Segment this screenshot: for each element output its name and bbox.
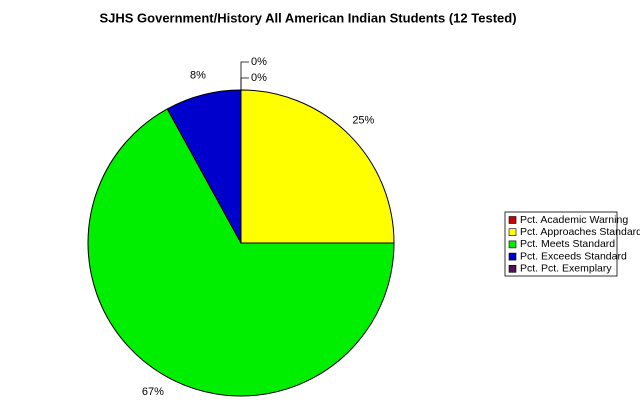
legend-label: Pct. Academic Warning <box>520 214 628 226</box>
pie-slice <box>240 89 395 244</box>
legend-label: Pct. Exceeds Standard <box>520 250 627 262</box>
chart-title: SJHS Government/History All American Ind… <box>99 10 516 25</box>
data-label: 0% <box>251 72 267 84</box>
legend-swatch <box>508 252 517 261</box>
legend-label: Pct. Meets Standard <box>520 238 615 250</box>
leader-line <box>240 77 249 90</box>
data-label: 67% <box>142 386 164 398</box>
legend-label: Pct. Pct. Exemplary <box>520 263 612 275</box>
legend-swatch <box>508 228 517 236</box>
legend-swatch <box>508 264 517 273</box>
data-label: 8% <box>190 69 206 81</box>
data-label: 25% <box>352 115 374 127</box>
data-label: 0% <box>251 56 267 68</box>
legend-box <box>504 211 618 277</box>
legend-swatch <box>508 216 517 224</box>
pie-slice <box>87 108 395 397</box>
legend-label: Pct. Approaches Standard <box>520 226 640 238</box>
legend-swatch <box>508 240 517 249</box>
leader-line <box>240 61 249 90</box>
